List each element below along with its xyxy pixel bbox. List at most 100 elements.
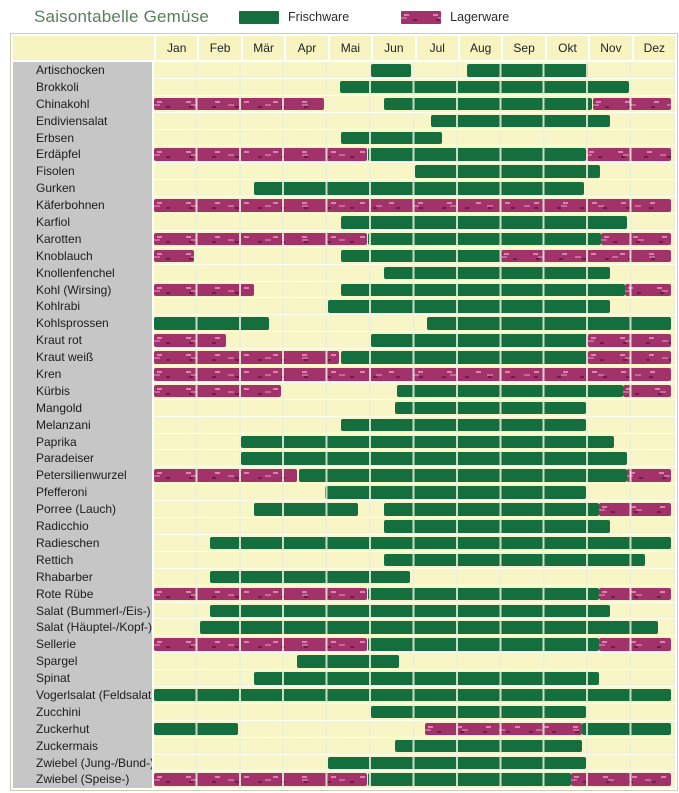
month-header: Jun bbox=[373, 36, 415, 60]
row-label: Endiviensalat bbox=[13, 112, 154, 130]
lagerware-bar bbox=[599, 587, 671, 601]
row-label: Artischocken bbox=[13, 62, 154, 79]
row-label: Porree (Lauch) bbox=[13, 501, 154, 519]
row-label: Gurken bbox=[13, 180, 154, 198]
frischware-bar bbox=[368, 638, 599, 651]
row-label: Kürbis bbox=[13, 382, 154, 400]
row-track bbox=[154, 670, 675, 687]
row-track bbox=[154, 484, 675, 502]
table-row: Zuckerhut bbox=[13, 720, 675, 738]
frischware-bar bbox=[371, 705, 586, 719]
row-label: Zuckerhut bbox=[13, 720, 154, 738]
header-bar: Saisontabelle Gemüse Frischware Lagerwar… bbox=[0, 0, 679, 33]
lagerware-bar bbox=[425, 722, 582, 736]
row-track bbox=[154, 467, 675, 485]
row-label: Spargel bbox=[13, 653, 154, 671]
frischware-bar bbox=[384, 553, 645, 567]
row-label: Kraut weiß bbox=[13, 349, 154, 367]
row-track bbox=[154, 399, 675, 417]
lagerware-bar bbox=[154, 148, 367, 161]
month-header: Sep bbox=[503, 36, 545, 60]
row-label: Kohlrabi bbox=[13, 298, 154, 316]
row-label: Radicchio bbox=[13, 518, 154, 535]
month-header: Aug bbox=[459, 36, 502, 60]
table-row: Kraut rot bbox=[13, 332, 675, 350]
frischware-bar bbox=[340, 351, 589, 364]
row-label: Zucchini bbox=[13, 703, 154, 721]
frischware-bar bbox=[384, 266, 610, 280]
row-label: Salat (Häuptel-/Kopf-) bbox=[13, 619, 154, 637]
table-row: Porree (Lauch) bbox=[13, 501, 675, 519]
frischware-bar bbox=[426, 317, 671, 330]
table-row: Käferbohnen bbox=[13, 197, 675, 215]
frischware-bar bbox=[154, 722, 239, 736]
month-header-row: Jan Feb Mär Apr Mai Jun Jul Aug Sep Okt Nov Dez bbox=[11, 34, 677, 62]
lagerware-bar bbox=[627, 469, 671, 482]
frischware-bar bbox=[240, 435, 615, 449]
row-label: Paradeiser bbox=[13, 450, 154, 468]
row-track bbox=[154, 95, 675, 113]
frischware-bar bbox=[154, 317, 269, 330]
frischware-bar bbox=[340, 131, 442, 145]
table-row: Karfiol bbox=[13, 214, 675, 231]
lagerware-bar bbox=[592, 97, 671, 111]
row-track bbox=[154, 78, 675, 96]
row-label: Zwiebel (Speise-) bbox=[13, 771, 154, 789]
month-header: Jan bbox=[156, 36, 198, 60]
row-track bbox=[154, 585, 675, 603]
month-header: Mai bbox=[329, 36, 372, 60]
table-row: Radieschen bbox=[13, 534, 675, 552]
lagerware-bar bbox=[599, 638, 671, 651]
lagerware-bar bbox=[154, 334, 227, 347]
lagerware-bar bbox=[154, 283, 254, 297]
row-track bbox=[154, 382, 675, 400]
frischware-bar bbox=[368, 232, 602, 246]
row-track bbox=[154, 501, 675, 519]
table-row: Pfefferoni bbox=[13, 484, 675, 502]
lagerware-bar bbox=[599, 503, 671, 516]
month-header: Feb bbox=[199, 36, 241, 60]
row-label: Zuckermais bbox=[13, 737, 154, 755]
frischware-bar bbox=[253, 672, 599, 685]
row-label: Vogerlsalat (Feldsalat) bbox=[13, 686, 154, 704]
lagerware-bar bbox=[154, 232, 367, 246]
row-label: Rote Rübe bbox=[13, 585, 154, 603]
row-track bbox=[154, 129, 675, 147]
row-track bbox=[154, 686, 675, 704]
frischware-bar bbox=[371, 334, 589, 347]
lagerware-bar bbox=[154, 638, 367, 651]
row-track bbox=[154, 247, 675, 265]
table-row: Kohlsprossen bbox=[13, 315, 675, 333]
lagerware-bar bbox=[154, 773, 367, 786]
lagerware-bar bbox=[154, 249, 194, 263]
lagerware-bar bbox=[154, 469, 298, 482]
frischware-bar bbox=[327, 756, 586, 770]
row-track bbox=[154, 214, 675, 231]
month-header: Okt bbox=[546, 36, 589, 60]
table-row: Sellerie bbox=[13, 636, 675, 654]
row-label: Käferbohnen bbox=[13, 197, 154, 215]
lagerware-bar bbox=[570, 773, 671, 786]
row-track bbox=[154, 568, 675, 586]
frischware-bar bbox=[397, 384, 623, 398]
frischware-bar bbox=[253, 182, 584, 195]
frischware-bar bbox=[210, 536, 671, 550]
row-label: Mangold bbox=[13, 399, 154, 417]
row-track bbox=[154, 737, 675, 755]
row-track bbox=[154, 112, 675, 130]
row-track bbox=[154, 636, 675, 654]
table-row: Knollenfenchel bbox=[13, 264, 675, 282]
row-track bbox=[154, 771, 675, 789]
row-label: Radieschen bbox=[13, 534, 154, 552]
table-row: Gurken bbox=[13, 180, 675, 198]
table-row: Rhabarber bbox=[13, 568, 675, 586]
lagerware-bar bbox=[154, 368, 671, 381]
row-track bbox=[154, 534, 675, 552]
row-track bbox=[154, 653, 675, 671]
row-label: Petersilienwurzel bbox=[13, 467, 154, 485]
frischware-bar bbox=[371, 64, 412, 77]
corner-cell bbox=[13, 36, 154, 60]
row-label: Knollenfenchel bbox=[13, 264, 154, 282]
table-row: Knoblauch bbox=[13, 247, 675, 265]
